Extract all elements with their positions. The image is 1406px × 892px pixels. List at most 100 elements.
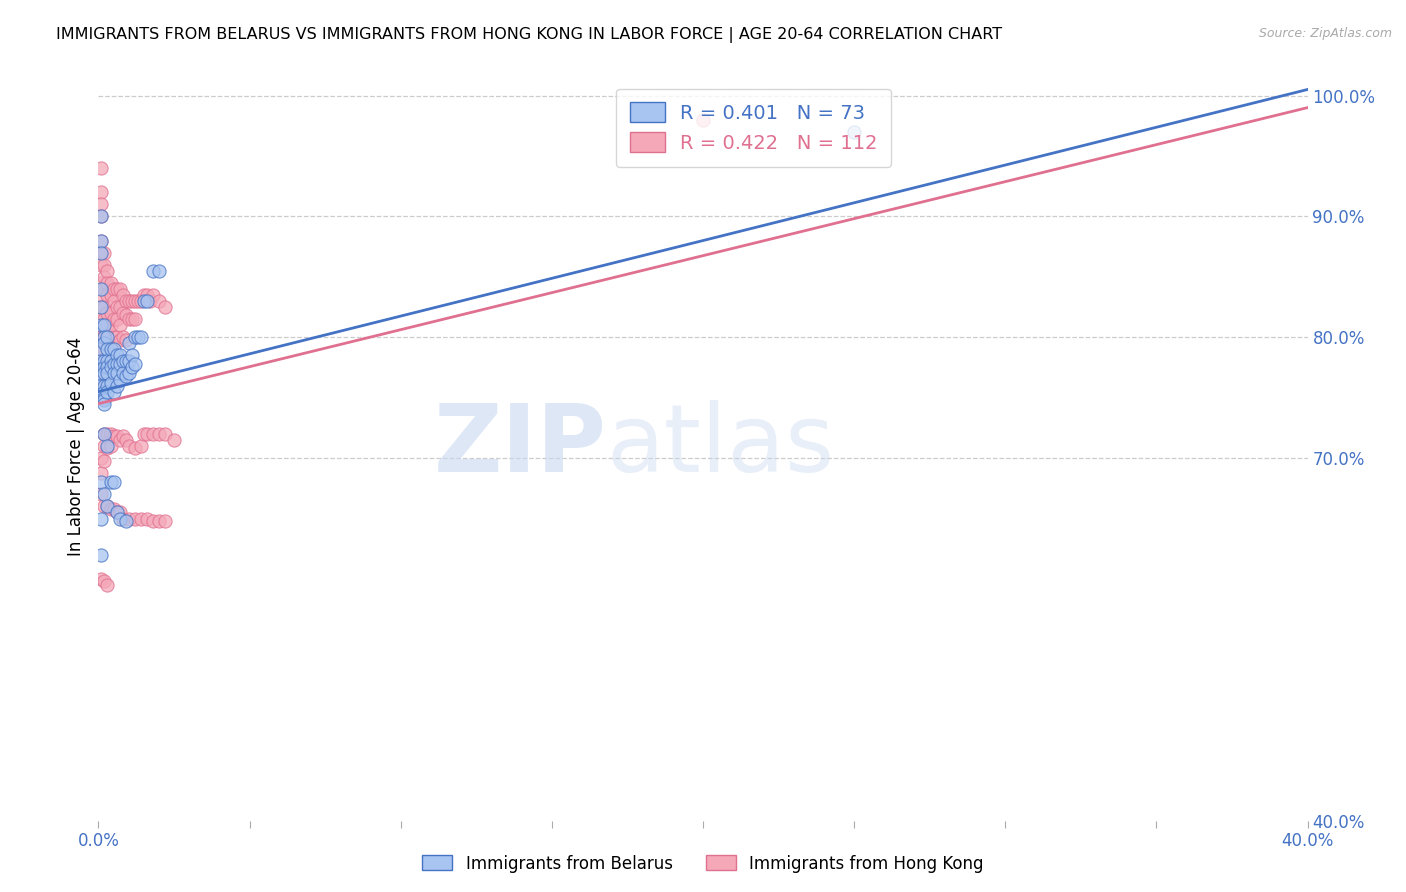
Point: [135, 511, 157, 525]
Point: [93, 360, 115, 375]
Point: [124, 330, 146, 344]
Point: [142, 514, 165, 528]
Point: [111, 354, 134, 368]
Point: [100, 360, 122, 375]
Point: [111, 330, 134, 344]
Point: [96, 343, 118, 357]
Point: [96, 354, 118, 368]
Point: [93, 258, 115, 272]
Point: [108, 348, 131, 362]
Point: [93, 500, 115, 514]
Point: [96, 318, 118, 333]
Point: [108, 433, 131, 447]
Point: [93, 354, 115, 368]
Point: [90, 378, 112, 392]
Point: [132, 288, 155, 302]
Point: [105, 429, 128, 443]
Point: [103, 367, 125, 381]
Point: [114, 368, 136, 383]
Point: [93, 397, 115, 411]
Point: [108, 372, 131, 386]
Point: [96, 578, 118, 592]
Point: [90, 548, 112, 562]
Text: IMMIGRANTS FROM BELARUS VS IMMIGRANTS FROM HONG KONG IN LABOR FORCE | AGE 20-64 : IMMIGRANTS FROM BELARUS VS IMMIGRANTS FR…: [56, 27, 1002, 43]
Point: [103, 312, 125, 326]
Point: [105, 506, 128, 520]
Point: [111, 367, 134, 381]
Point: [90, 245, 112, 260]
Point: [103, 343, 125, 357]
Point: [114, 333, 136, 347]
Point: [139, 293, 162, 308]
Point: [124, 293, 146, 308]
Point: [111, 306, 134, 320]
Point: [90, 343, 112, 357]
Point: [96, 378, 118, 392]
Point: [118, 336, 141, 351]
Point: [90, 276, 112, 290]
Point: [90, 312, 112, 326]
Point: [90, 234, 112, 248]
Point: [118, 312, 141, 326]
Point: [93, 269, 115, 284]
Point: [90, 367, 112, 381]
Point: [118, 293, 141, 308]
Point: [105, 367, 128, 381]
Point: [108, 506, 131, 520]
Point: [129, 511, 152, 525]
Point: [93, 378, 115, 392]
Point: [108, 282, 131, 296]
Point: [100, 336, 122, 351]
Point: [96, 288, 118, 302]
Point: [118, 367, 141, 381]
Point: [90, 210, 112, 224]
Point: [93, 330, 115, 344]
Point: [142, 264, 165, 278]
Point: [103, 330, 125, 344]
Point: [108, 300, 131, 314]
Point: [90, 487, 112, 501]
Point: [127, 293, 149, 308]
Point: [90, 466, 112, 480]
Point: [90, 572, 112, 586]
Point: [129, 439, 152, 453]
Point: [129, 293, 152, 308]
Point: [111, 429, 134, 443]
Point: [100, 426, 122, 441]
Point: [96, 343, 118, 357]
Point: [90, 343, 112, 357]
Point: [100, 288, 122, 302]
Point: [142, 288, 165, 302]
Point: [90, 475, 112, 490]
Point: [96, 360, 118, 375]
Point: [114, 514, 136, 528]
Point: [93, 367, 115, 381]
Point: [108, 333, 131, 347]
Point: [90, 161, 112, 175]
Text: ZIP: ZIP: [433, 400, 606, 492]
Point: [93, 354, 115, 368]
Point: [148, 426, 170, 441]
Point: [114, 354, 136, 368]
Point: [103, 293, 125, 308]
Point: [103, 357, 125, 371]
Point: [93, 282, 115, 296]
Point: [100, 343, 122, 357]
Point: [93, 384, 115, 399]
Point: [90, 234, 112, 248]
Point: [100, 276, 122, 290]
Point: [93, 330, 115, 344]
Legend: R = 0.401   N = 73, R = 0.422   N = 112: R = 0.401 N = 73, R = 0.422 N = 112: [616, 88, 891, 167]
Point: [108, 318, 131, 333]
Point: [121, 312, 143, 326]
Point: [90, 288, 112, 302]
Point: [105, 348, 128, 362]
Point: [96, 439, 118, 453]
Point: [135, 293, 157, 308]
Point: [148, 293, 170, 308]
Point: [163, 433, 186, 447]
Point: [93, 312, 115, 326]
Point: [108, 357, 131, 371]
Point: [142, 426, 165, 441]
Text: atlas: atlas: [606, 400, 835, 492]
